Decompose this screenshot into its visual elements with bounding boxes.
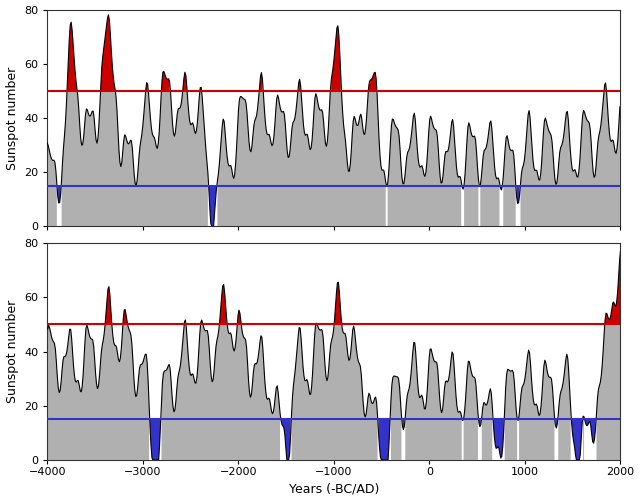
Y-axis label: Sunspot number: Sunspot number <box>6 66 19 169</box>
Y-axis label: Sunspot number: Sunspot number <box>6 300 19 403</box>
X-axis label: Years (-BC/AD): Years (-BC/AD) <box>289 482 379 495</box>
